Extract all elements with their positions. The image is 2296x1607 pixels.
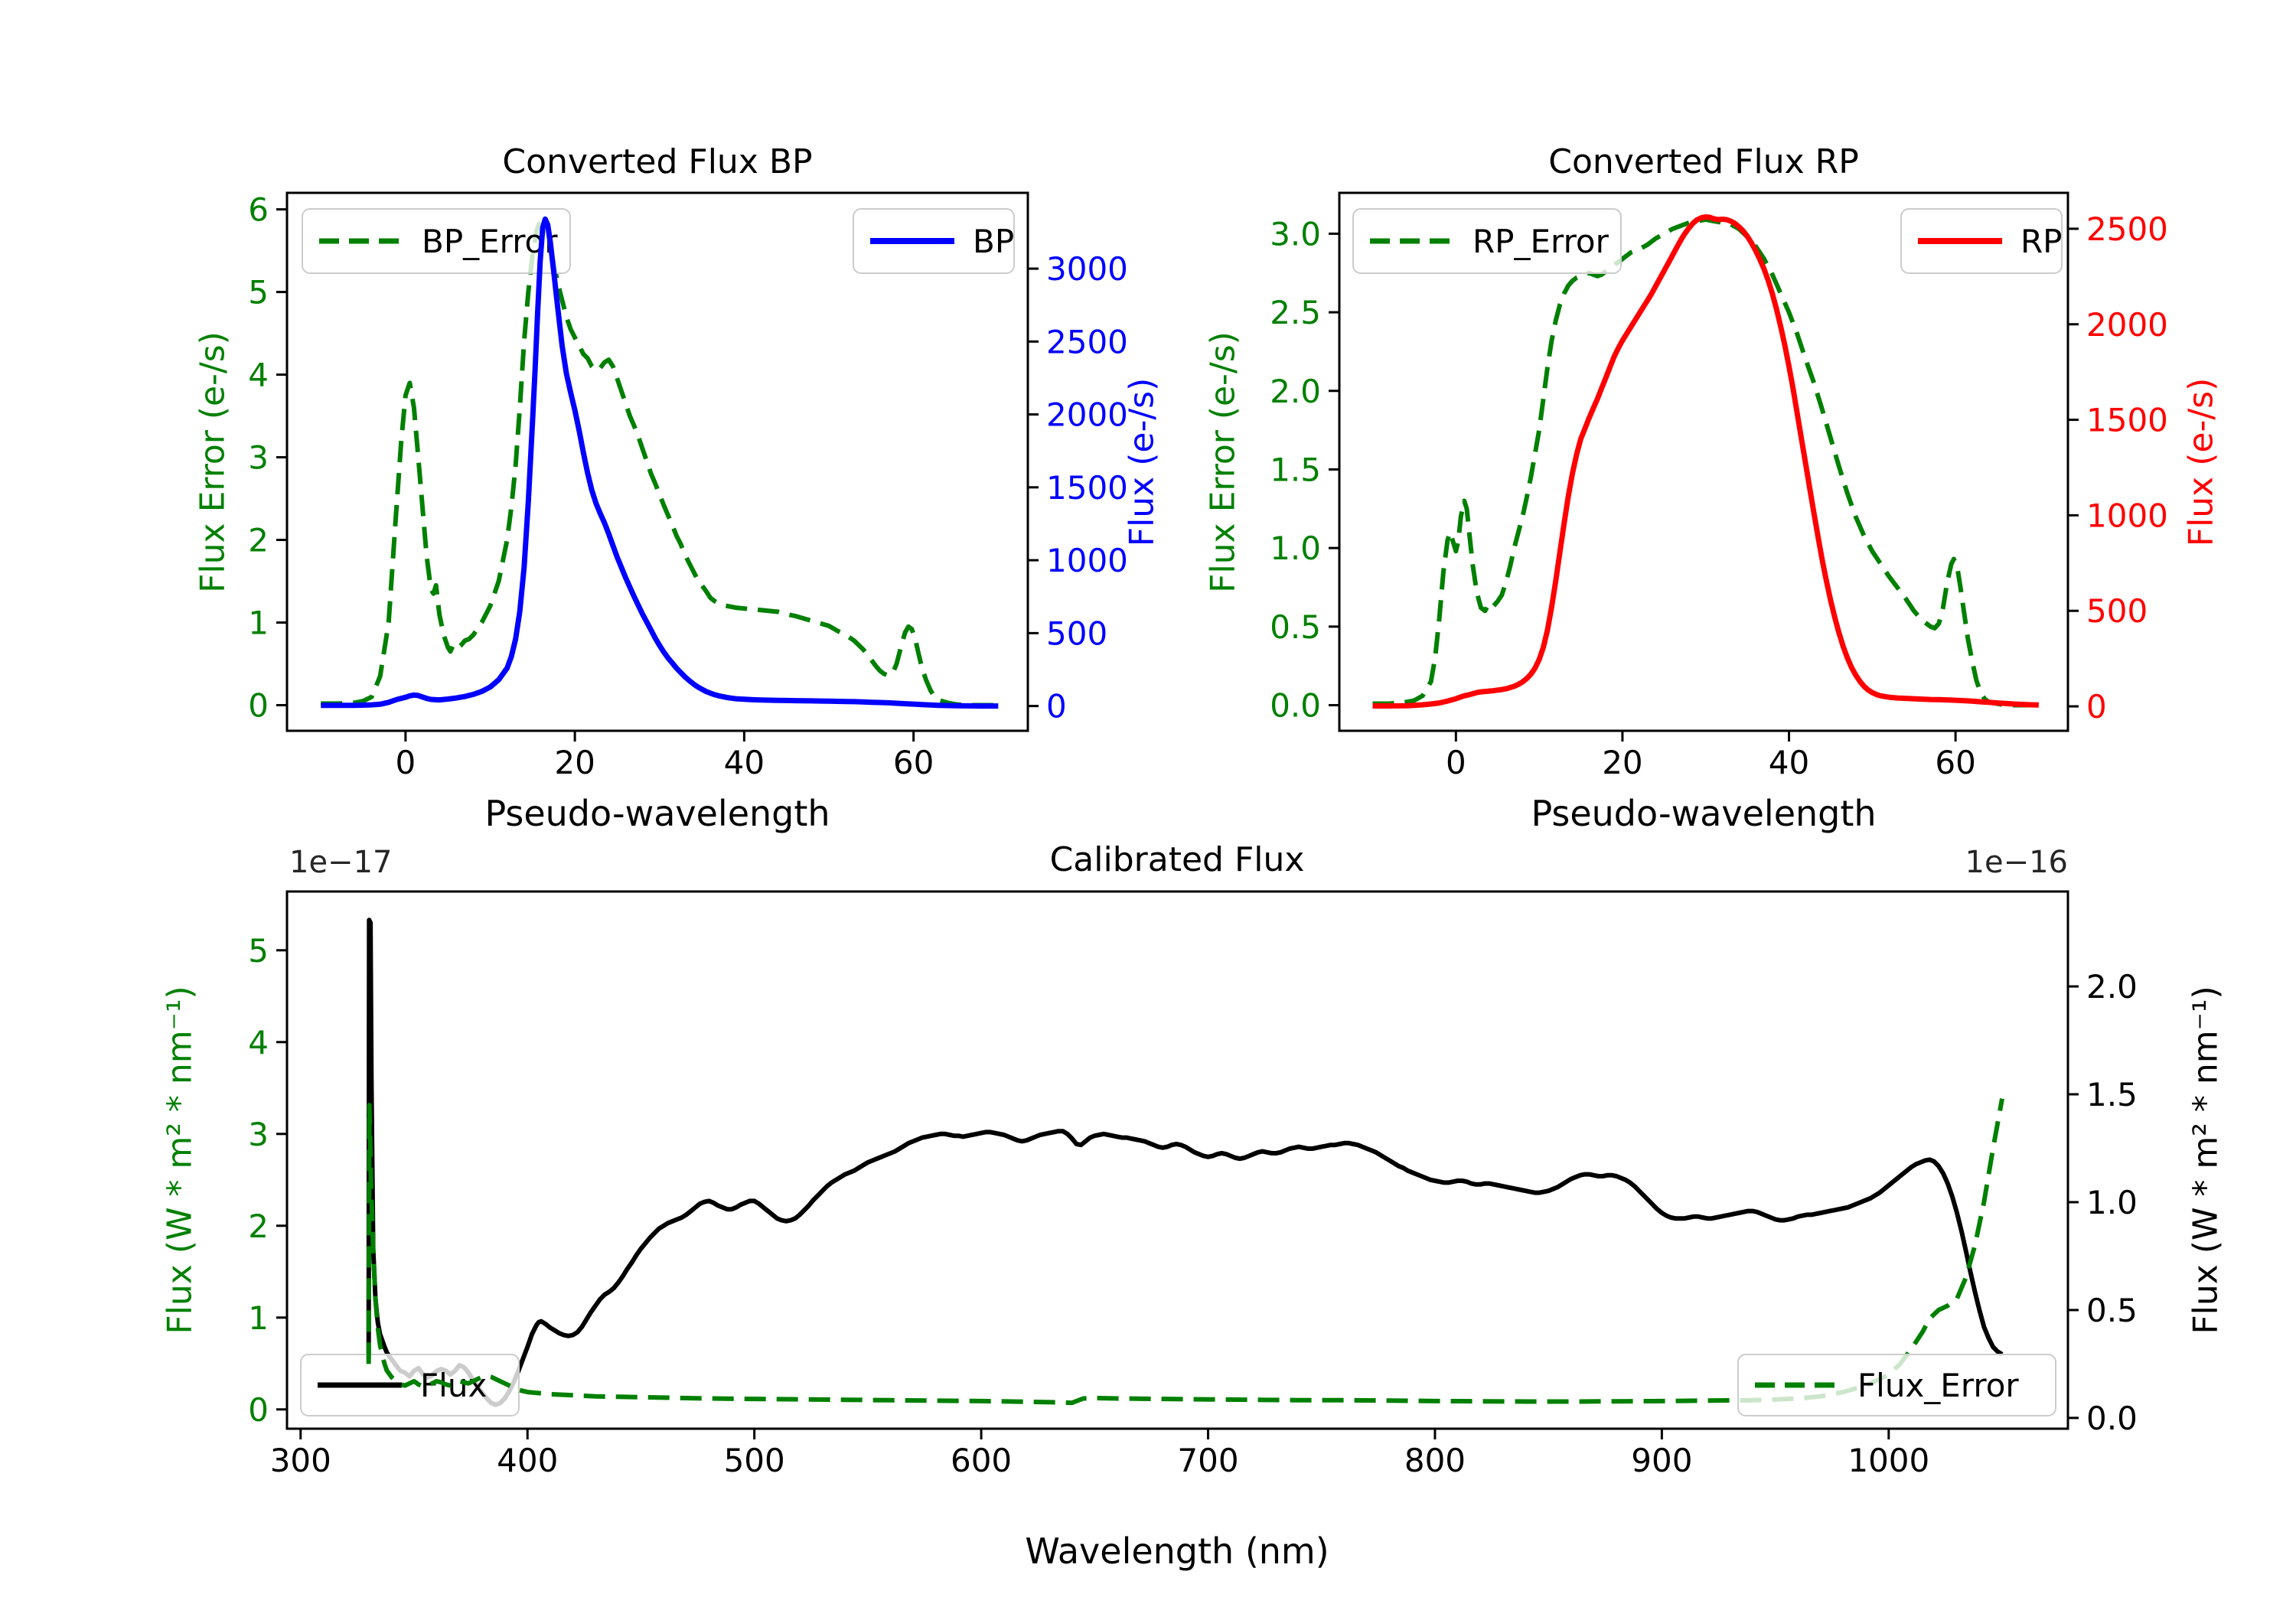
legend-label: BP <box>973 223 1014 260</box>
yaxis-label-bp-error: Flux Error (e-/s) <box>193 331 233 593</box>
legend-Flux_Error: Flux_Error <box>1737 1354 2056 1416</box>
y-tick-label: 1000 <box>2086 497 2168 534</box>
y-tick-label: 1.0 <box>1270 530 1321 567</box>
y-tick-label: 6 <box>248 191 269 229</box>
legend-label: RP <box>2020 223 2063 260</box>
y-tick-label: 1000 <box>1046 542 1128 579</box>
y-tick-label: 1.0 <box>2086 1184 2138 1221</box>
y-tick-label: 2500 <box>2086 210 2168 248</box>
y-tick-label: 0 <box>2086 688 2107 725</box>
x-tick-label: 800 <box>1404 1442 1466 1479</box>
y-tick-label: 0.0 <box>1270 687 1321 725</box>
y-tick-label: 2 <box>248 1208 269 1245</box>
y-tick-label: 0 <box>248 1391 269 1429</box>
y-tick-label: 2.0 <box>1270 373 1321 410</box>
legend-RP_Error: RP_Error <box>1352 208 1622 274</box>
series-Flux <box>366 918 2004 1407</box>
y-tick-label: 0 <box>1046 688 1067 725</box>
chart-title-rp: Converted Flux RP <box>1548 142 1859 181</box>
y-tick-label: 1.5 <box>2086 1076 2138 1113</box>
x-tick-label: 1000 <box>1848 1442 1929 1479</box>
y-tick-label: 2.5 <box>1270 294 1321 331</box>
xaxis-label-bp: Pseudo-wavelength <box>484 793 830 834</box>
yaxis-label-rp-flux: Flux (e-/s) <box>2181 377 2221 547</box>
legend-BP_Error: BP_Error <box>302 208 571 274</box>
y-tick-label: 1 <box>248 605 269 642</box>
axes-frame <box>285 890 2069 1430</box>
y-tick-label: 4 <box>248 357 269 394</box>
legend-label: RP_Error <box>1473 223 1609 260</box>
series-BP <box>321 216 999 709</box>
legend-RP: RP <box>1900 208 2063 274</box>
legend-box <box>302 208 571 274</box>
legend-box <box>1352 208 1622 274</box>
y-tick-label: 2000 <box>1046 396 1128 434</box>
yaxis-label-cal-flux-right: Flux (W * m² * nm⁻¹) <box>2186 986 2226 1335</box>
x-tick-label: 500 <box>724 1442 785 1479</box>
y-tick-label: 2500 <box>1046 323 1128 360</box>
y-tick-label: 0.5 <box>1270 608 1321 646</box>
yaxis-label-rp-error: Flux Error (e-/s) <box>1203 331 1243 593</box>
xaxis-label-rp: Pseudo-wavelength <box>1531 793 1877 834</box>
series-BP_Error <box>321 217 999 708</box>
x-tick-label: 0 <box>396 744 416 781</box>
legend-label: BP_Error <box>422 223 558 260</box>
y-tick-label: 0.0 <box>2086 1400 2138 1437</box>
y-tick-label: 5 <box>248 274 269 311</box>
chart-title-bp: Converted Flux BP <box>502 142 813 181</box>
x-tick-label: 300 <box>270 1442 331 1479</box>
y-tick-label: 1.5 <box>1270 451 1321 488</box>
y-tick-label: 3 <box>248 439 269 477</box>
offset-text-1e-16: 1e−16 <box>1965 845 2068 880</box>
chart-rp: 0 20 40 60 0.0 0.5 1.0 1.5 2.0 2.5 3.0 0 500 1000 1500… <box>1270 191 2168 781</box>
x-tick-label: 0 <box>1446 744 1466 781</box>
series-RP_Error <box>1372 217 2039 708</box>
x-tick-label: 60 <box>1935 744 1975 781</box>
offset-text-1e-17: 1e−17 <box>289 845 393 880</box>
legend-box <box>1737 1354 2056 1416</box>
x-tick-label: 400 <box>497 1442 558 1479</box>
y-tick-label: 500 <box>2086 592 2148 630</box>
y-tick-label: 1500 <box>2086 402 2168 439</box>
series-RP <box>1372 214 2039 709</box>
x-tick-label: 60 <box>893 744 934 781</box>
chart-bp: 0 20 40 600123456050010001500200025003000BP… <box>248 191 1128 781</box>
legend-label: Flux_Error <box>1857 1367 2019 1404</box>
y-tick-label: 3000 <box>1046 250 1128 288</box>
x-tick-label: 20 <box>1602 744 1642 781</box>
xaxis-label-calibrated: Wavelength (nm) <box>1025 1530 1329 1572</box>
yaxis-label-cal-flux-left: Flux (W * m² * nm⁻¹) <box>160 986 200 1335</box>
y-tick-label: 2 <box>248 522 269 559</box>
x-tick-label: 40 <box>724 744 765 781</box>
y-tick-label: 3.0 <box>1270 215 1321 253</box>
y-tick-label: 2000 <box>2086 306 2168 344</box>
y-tick-label: 4 <box>248 1024 269 1061</box>
y-tick-label: 3 <box>248 1116 269 1153</box>
y-tick-label: 5 <box>248 932 269 970</box>
y-tick-label: 0 <box>248 687 269 725</box>
y-tick-label: 500 <box>1046 614 1107 652</box>
x-tick-label: 20 <box>554 744 595 781</box>
chart-title-calibrated: Calibrated Flux <box>1049 840 1305 879</box>
axes-frame <box>1338 191 2069 732</box>
legend-BP: BP <box>853 208 1015 274</box>
y-tick-label: 1500 <box>1046 469 1128 507</box>
x-tick-label: 40 <box>1769 744 1809 781</box>
x-tick-label: 900 <box>1631 1442 1692 1479</box>
y-tick-label: 2.0 <box>2086 968 2138 1006</box>
x-tick-label: 700 <box>1177 1442 1238 1479</box>
x-tick-label: 600 <box>951 1442 1012 1479</box>
y-tick-label: 0.5 <box>2086 1292 2138 1329</box>
chart-cal: 300 400 500 600 700 800 900 1000 0 1 2 3 4 5 0.0 0.5 1.0… <box>248 890 2138 1479</box>
axes-frame <box>285 191 1029 732</box>
y-tick-label: 1 <box>248 1299 269 1337</box>
legend-label: Flux <box>420 1367 487 1404</box>
yaxis-label-bp-flux: Flux (e-/s) <box>1122 377 1162 547</box>
